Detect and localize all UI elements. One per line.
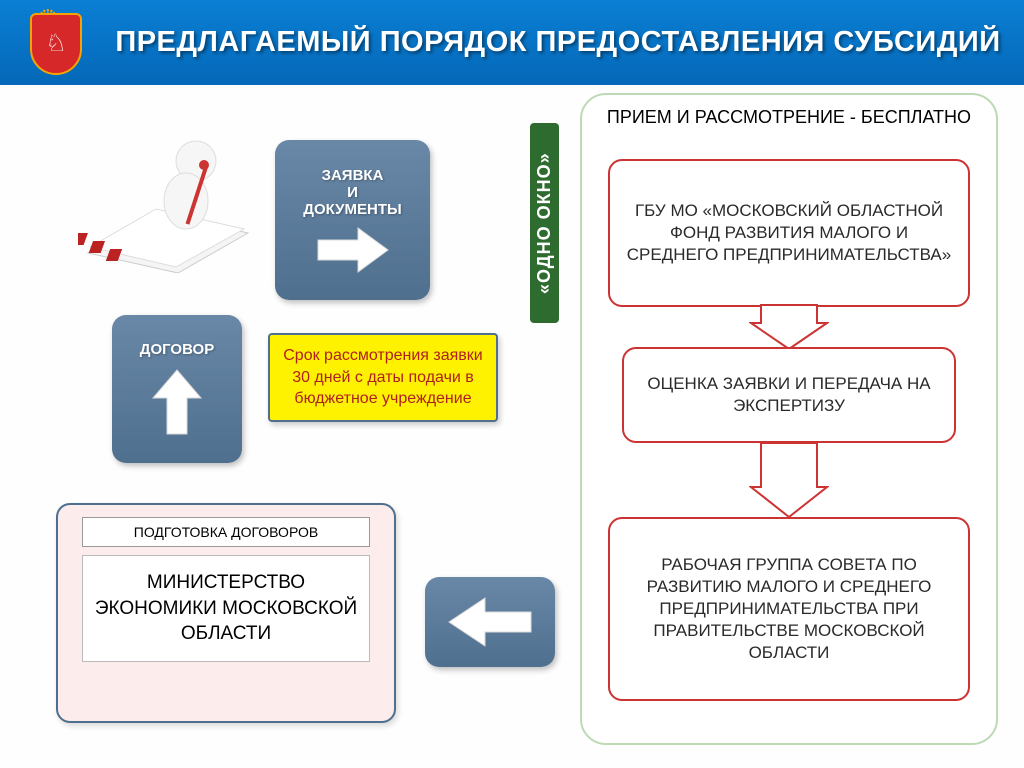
step1-text: ГБУ МО «МОСКОВСКИЙ ОБЛАСТНОЙ ФОНД РАЗВИТ… (626, 200, 952, 266)
ministry-box: ПОДГОТОВКА ДОГОВОРОВ МИНИСТЕРСТВО ЭКОНОМ… (56, 503, 396, 723)
region-emblem: ♛ ♘ (20, 7, 92, 79)
horse-icon: ♘ (45, 29, 67, 58)
step3-box: РАБОЧАЯ ГРУППА СОВЕТА ПО РАЗВИТИЮ МАЛОГО… (608, 517, 970, 701)
one-window-text: «ОДНО ОКНО» (534, 152, 554, 294)
box-contract-label: ДОГОВОР (140, 341, 214, 358)
step1-box: ГБУ МО «МОСКОВСКИЙ ОБЛАСТНОЙ ФОНД РАЗВИТ… (608, 159, 970, 307)
box-application-label: ЗАЯВКА И ДОКУМЕНТЫ (303, 167, 401, 218)
arrow-down-2-icon (749, 441, 829, 519)
yellow-note-text: Срок рассмотрения заявки 30 дней с даты … (283, 347, 482, 407)
step2-box: ОЦЕНКА ЗАЯВКИ И ПЕРЕДАЧА НА ЭКСПЕРТИЗУ (622, 347, 956, 443)
arrow-up-icon (151, 368, 203, 438)
diagram-canvas: ЗАЯВКА И ДОКУМЕНТЫ ДОГОВОР Срок рассмотр… (0, 85, 1024, 768)
box-application: ЗАЯВКА И ДОКУМЕНТЫ (275, 140, 430, 300)
box-contract: ДОГОВОР (112, 315, 242, 463)
ministry-caption: ПОДГОТОВКА ДОГОВОРОВ (82, 517, 371, 547)
shield-icon: ♘ (30, 13, 82, 75)
step3-text: РАБОЧАЯ ГРУППА СОВЕТА ПО РАЗВИТИЮ МАЛОГО… (626, 554, 952, 664)
step2-text: ОЦЕНКА ЗАЯВКИ И ПЕРЕДАЧА НА ЭКСПЕРТИЗУ (640, 373, 938, 417)
header: ♛ ♘ ПРЕДЛАГАЕМЫЙ ПОРЯДОК ПРЕДОСТАВЛЕНИЯ … (0, 0, 1024, 85)
right-column-title: ПРИЕМ И РАССМОТРЕНИЕ - БЕСПЛАТНО (580, 107, 998, 128)
clipart-figure (78, 123, 258, 273)
arrow-right-icon (314, 226, 392, 274)
ministry-body: МИНИСТЕРСТВО ЭКОНОМИКИ МОСКОВСКОЙ ОБЛАСТ… (82, 555, 371, 662)
page-title: ПРЕДЛАГАЕМЫЙ ПОРЯДОК ПРЕДОСТАВЛЕНИЯ СУБС… (112, 26, 1004, 59)
arrow-left-icon (445, 596, 535, 648)
arrow-down-1-icon (749, 303, 829, 351)
yellow-note: Срок рассмотрения заявки 30 дней с даты … (268, 333, 498, 422)
box-backarrow (425, 577, 555, 667)
one-window-label: «ОДНО ОКНО» (530, 123, 559, 323)
